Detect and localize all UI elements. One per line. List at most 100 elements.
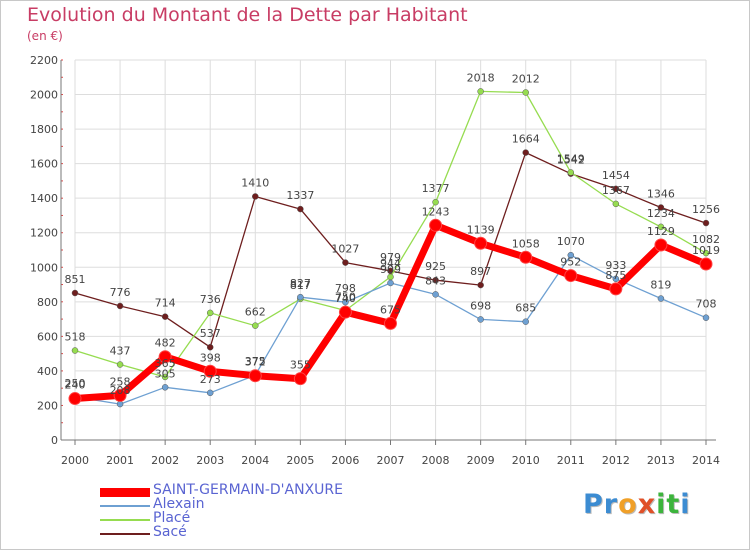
data-label: 482 <box>155 337 176 350</box>
x-tick-label: 2006 <box>331 454 359 467</box>
data-label: 1664 <box>512 133 540 146</box>
data-label: 1542 <box>557 154 585 167</box>
chart-unit-label: (en €) <box>27 29 63 43</box>
data-label: 875 <box>605 269 626 282</box>
data-label: 258 <box>110 375 131 388</box>
line-chart: 0 200 400 600 800 1000 1200 1400 1600 1800 2000 220… <box>30 54 721 467</box>
data-point <box>609 282 623 296</box>
data-label: 698 <box>470 299 491 312</box>
data-point <box>68 392 82 406</box>
data-label: 933 <box>605 259 626 272</box>
x-tick-label: 2003 <box>196 454 224 467</box>
data-point <box>702 219 710 227</box>
data-label: 375 <box>245 355 266 368</box>
legend-swatch <box>100 519 150 521</box>
data-label: 305 <box>155 367 176 380</box>
y-tick-label: 600 <box>37 330 58 343</box>
logo-letter: i <box>656 489 667 520</box>
data-point <box>654 238 668 252</box>
data-label: 1058 <box>512 237 540 250</box>
data-point <box>564 269 578 283</box>
data-label: 1243 <box>422 205 450 218</box>
legend-label: SAINT-GERMAIN-D'ANXURE <box>153 482 343 498</box>
y-tick-label: 2200 <box>30 54 58 67</box>
data-point <box>699 257 713 271</box>
data-point <box>203 364 217 378</box>
x-tick-label: 2014 <box>692 454 720 467</box>
y-tick-label: 1200 <box>30 227 58 240</box>
x-tick-label: 2001 <box>106 454 134 467</box>
legend-swatch <box>100 505 150 507</box>
data-label: 355 <box>290 359 311 372</box>
data-point <box>297 205 304 213</box>
data-label: 1410 <box>241 176 269 189</box>
legend-label: Placé <box>153 510 191 526</box>
y-tick-label: 400 <box>37 365 58 378</box>
data-point <box>657 204 665 211</box>
data-label: 1377 <box>422 182 450 195</box>
data-label: 1549 <box>557 152 585 165</box>
data-point <box>71 289 79 297</box>
data-label: 398 <box>200 351 221 364</box>
data-point <box>522 89 529 96</box>
data-point <box>113 388 127 402</box>
data-label: 714 <box>155 297 176 310</box>
data-point <box>657 295 665 302</box>
y-tick-label: 800 <box>37 296 58 309</box>
data-label: 827 <box>290 277 311 290</box>
data-point <box>387 279 394 287</box>
x-tick-label: 2007 <box>377 454 405 467</box>
legend-label: Alexain <box>153 496 205 512</box>
x-tick-label: 2009 <box>467 454 495 467</box>
data-point <box>612 275 620 283</box>
data-label: 1256 <box>692 203 720 216</box>
data-label: 372 <box>245 356 266 369</box>
data-label: 1129 <box>647 225 675 238</box>
data-label: 1337 <box>286 189 314 202</box>
data-point <box>252 193 259 200</box>
data-point <box>297 293 304 301</box>
data-point <box>567 251 575 259</box>
data-point <box>432 198 439 206</box>
y-tick-label: 2000 <box>30 89 58 102</box>
y-tick-label: 1400 <box>30 192 58 205</box>
data-label: 437 <box>110 345 131 358</box>
data-point <box>657 223 665 231</box>
data-point <box>293 372 307 386</box>
data-label: 675 <box>380 303 401 316</box>
data-point <box>522 149 529 156</box>
data-point <box>342 259 349 266</box>
legend-swatch <box>100 533 150 535</box>
data-point <box>161 384 169 391</box>
y-tick-label: 0 <box>51 434 58 447</box>
data-labels: 240 258 482 398 372 355 740 675 1243 1139 1058 952 8… <box>65 71 721 397</box>
data-point <box>477 281 484 289</box>
data-point <box>116 361 124 368</box>
y-tick-label: 1000 <box>30 261 58 274</box>
legend-label: Sacé <box>153 524 187 540</box>
data-label: 1019 <box>692 244 720 257</box>
logo-letter: o <box>618 489 638 520</box>
logo-letter: t <box>666 489 681 520</box>
data-point <box>702 314 710 321</box>
x-tick-label: 2000 <box>61 454 89 467</box>
data-point <box>206 343 214 351</box>
data-label: 273 <box>200 373 221 386</box>
data-point <box>429 218 443 232</box>
data-point <box>612 200 620 208</box>
data-label: 750 <box>335 290 356 303</box>
data-point <box>477 316 484 323</box>
x-tick-label: 2005 <box>286 454 314 467</box>
data-point <box>384 316 397 330</box>
x-tick-label: 2010 <box>512 454 540 467</box>
data-label: 979 <box>380 251 401 264</box>
data-label: 685 <box>515 302 536 315</box>
data-point <box>206 309 214 317</box>
data-point <box>252 322 259 329</box>
logo-letter: x <box>637 489 657 520</box>
y-tick-label: 1600 <box>30 158 58 171</box>
data-label: 2018 <box>467 71 495 84</box>
data-point <box>432 291 439 298</box>
data-label: 250 <box>65 377 86 390</box>
proxiti-logo: Proxiti <box>583 489 691 520</box>
